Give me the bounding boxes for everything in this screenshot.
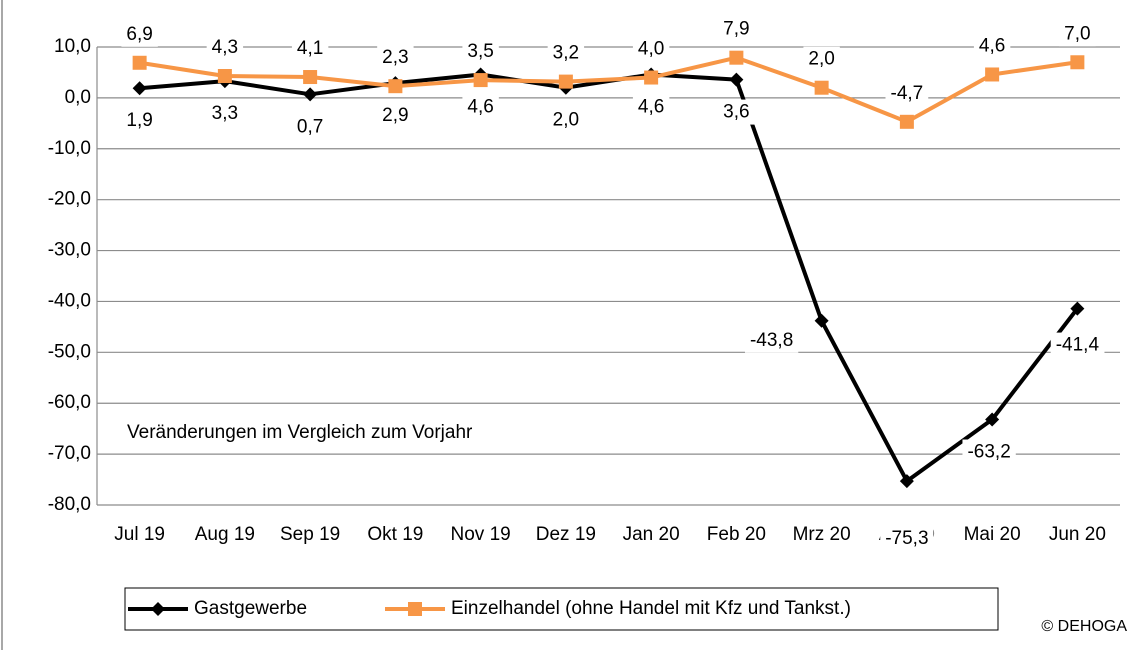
label-bg xyxy=(291,36,329,62)
point xyxy=(303,87,318,102)
point xyxy=(1070,301,1085,316)
data-label: 4,6 xyxy=(638,96,664,117)
y-tick-label: -30,0 xyxy=(48,240,91,261)
label-bg xyxy=(803,46,840,72)
x-tick-label: Sep 19 xyxy=(280,524,340,545)
label-bg xyxy=(547,40,585,66)
data-label: 4,6 xyxy=(979,35,1005,56)
label-bg xyxy=(377,103,414,129)
label-bg xyxy=(885,80,929,106)
point xyxy=(814,313,829,328)
data-label: 4,1 xyxy=(297,38,323,59)
label-bg xyxy=(632,94,670,120)
point xyxy=(729,50,744,65)
x-tick-label: Mrz 20 xyxy=(793,524,851,545)
data-label: 4,6 xyxy=(467,96,493,117)
data-label: -41,4 xyxy=(1056,335,1100,356)
label-bg xyxy=(718,99,755,125)
data-label: 4,3 xyxy=(212,37,238,58)
data-label: -75,3 xyxy=(885,528,928,549)
series-line xyxy=(139,72,1079,484)
legend-marker xyxy=(408,602,422,616)
y-tick-label: -70,0 xyxy=(48,443,91,464)
y-tick-label: -20,0 xyxy=(48,189,91,210)
y-tick-label: 10,0 xyxy=(54,36,91,57)
label-bg xyxy=(462,94,499,120)
x-tick-label: Nov 19 xyxy=(451,524,511,545)
x-tick-label: Mai 20 xyxy=(964,524,1021,545)
annotation: Veränderungen im Vergleich zum Vorjahr xyxy=(127,422,473,443)
label-bg xyxy=(377,45,414,71)
point xyxy=(899,114,914,129)
label-bg xyxy=(718,16,755,42)
data-label: 3,5 xyxy=(467,41,493,62)
data-label: 2,9 xyxy=(382,105,408,126)
y-tick-label: -80,0 xyxy=(48,494,91,515)
annotation: © DEHOGA xyxy=(1041,618,1127,635)
label-bg xyxy=(973,33,1011,59)
data-label: 0,7 xyxy=(297,116,323,137)
y-tick-label: -60,0 xyxy=(48,392,91,413)
point xyxy=(132,55,147,70)
x-tick-label: Okt 19 xyxy=(367,524,423,545)
data-label: -4,7 xyxy=(891,83,924,104)
point xyxy=(217,69,232,84)
x-tick-label: Jun 20 xyxy=(1049,524,1106,545)
label-bg xyxy=(962,439,1016,465)
data-label: 2,3 xyxy=(382,47,408,68)
y-tick-label: -10,0 xyxy=(48,138,91,159)
data-label: 6,9 xyxy=(126,24,152,45)
label-bg xyxy=(547,107,585,133)
point xyxy=(985,412,1000,427)
data-label: 7,9 xyxy=(723,19,749,40)
x-tick-label: Jul 19 xyxy=(114,524,165,545)
label-bg xyxy=(632,36,670,62)
series-line xyxy=(139,55,1078,124)
label-bg xyxy=(121,108,158,134)
legend-marker xyxy=(151,602,165,616)
data-label: 3,2 xyxy=(553,43,579,64)
legend-box xyxy=(124,587,999,631)
y-tick-label: -50,0 xyxy=(48,341,91,362)
legend-label: Gastgewerbe xyxy=(194,598,307,619)
label-bg xyxy=(462,39,499,65)
point xyxy=(814,80,829,95)
point xyxy=(985,67,1000,82)
label-bg xyxy=(121,21,158,47)
point xyxy=(558,74,573,89)
data-label: 2,0 xyxy=(808,49,834,70)
y-tick-label: -40,0 xyxy=(48,290,91,311)
data-label: 1,9 xyxy=(126,110,152,131)
data-label: -43,8 xyxy=(750,330,793,351)
data-label: 3,6 xyxy=(723,102,749,123)
point xyxy=(473,73,488,88)
point xyxy=(388,79,403,94)
legend-label: Einzelhandel (ohne Handel mit Kfz und Ta… xyxy=(451,598,851,619)
point xyxy=(303,70,318,85)
label-bg xyxy=(291,114,329,140)
label-bg xyxy=(744,327,799,353)
data-label: -63,2 xyxy=(967,442,1010,463)
point xyxy=(644,70,659,85)
point xyxy=(132,81,147,96)
label-bg xyxy=(206,101,244,127)
x-tick-label: Feb 20 xyxy=(707,524,766,545)
label-bg xyxy=(880,526,934,552)
point xyxy=(729,72,744,87)
label-bg xyxy=(206,35,244,61)
label-bg xyxy=(1059,21,1096,47)
point xyxy=(1070,55,1085,70)
data-label: 4,0 xyxy=(638,39,664,60)
point xyxy=(899,474,914,489)
data-label: 2,0 xyxy=(553,110,579,131)
y-tick-label: 0,0 xyxy=(65,87,91,108)
label-bg xyxy=(1050,332,1105,358)
x-tick-label: Aug 19 xyxy=(195,524,255,545)
x-tick-label: Jan 20 xyxy=(623,524,680,545)
data-label: 7,0 xyxy=(1064,23,1090,44)
data-label: 3,3 xyxy=(212,103,238,124)
x-tick-label: Dez 19 xyxy=(536,524,596,545)
